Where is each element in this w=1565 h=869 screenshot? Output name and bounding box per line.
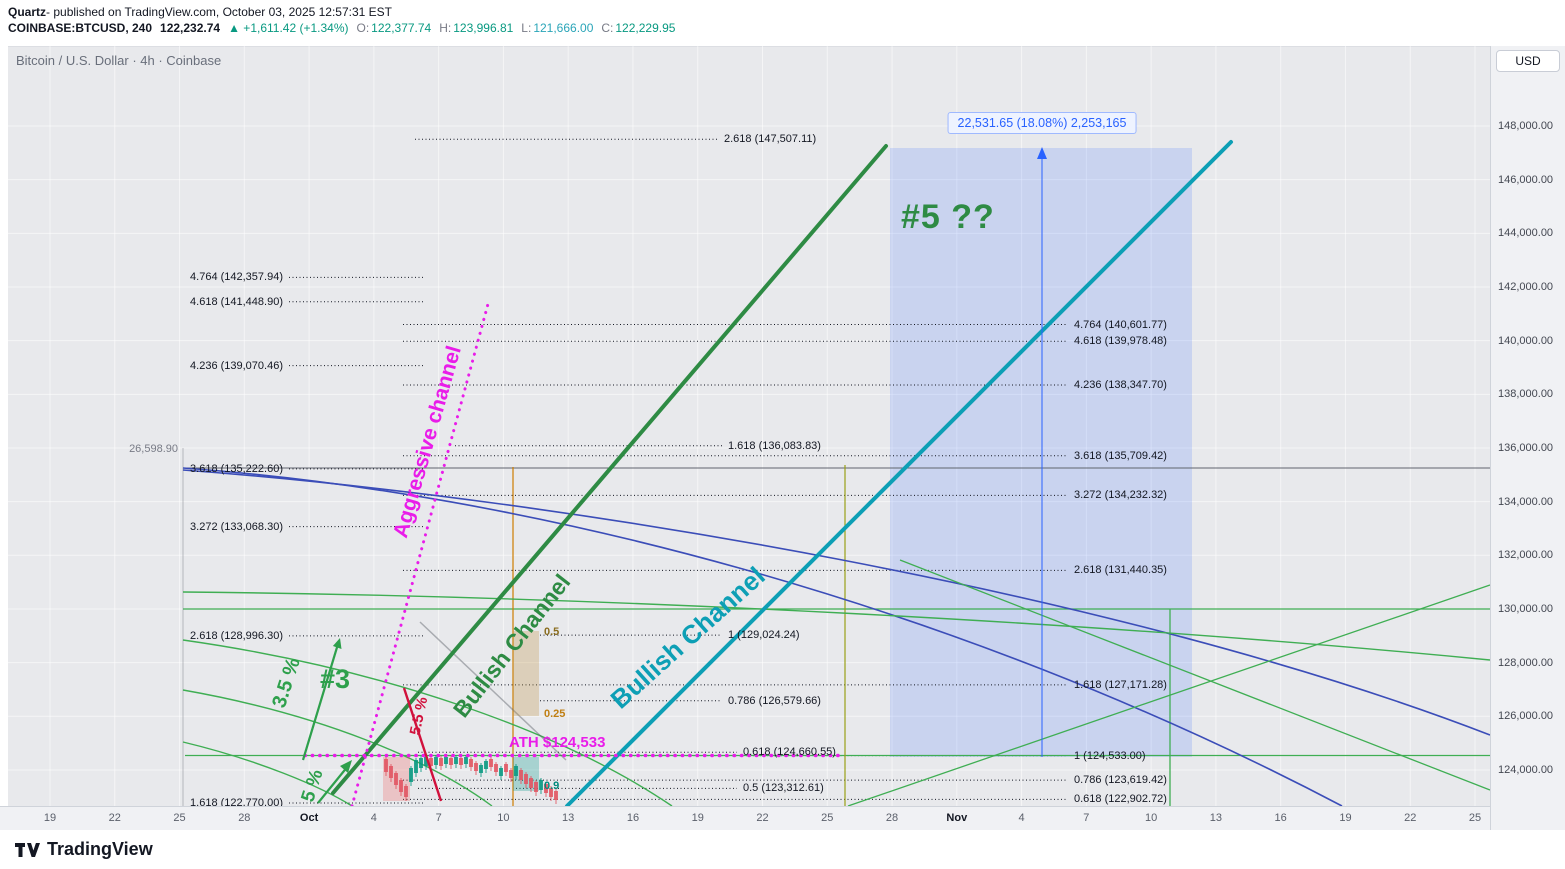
price-axis-tick: 138,000.00 — [1498, 388, 1554, 401]
price-scale[interactable]: USD 148,000.00 146,000.00 144,000.00 142,00… — [1490, 46, 1565, 830]
open-value: 122,377.74 — [371, 21, 432, 35]
time-axis-tick: 22 — [756, 812, 769, 824]
currency-button[interactable]: USD — [1496, 50, 1560, 72]
price-axis-tick: 136,000.00 — [1498, 441, 1554, 454]
close-label: C: — [601, 21, 614, 35]
time-axis-tick: 10 — [1145, 812, 1158, 824]
price-axis-tick: 130,000.00 — [1498, 602, 1554, 615]
price-change: ▲ +1,611.42 (+1.34%) — [228, 21, 349, 35]
price-axis-tick: 132,000.00 — [1498, 549, 1554, 562]
time-axis[interactable]: 19 22 25 28 Oct 4 7 10 13 16 19 22 25 28 Nov 4 7 10 13 16 19… — [0, 806, 1490, 830]
last-price: 122,232.74 — [160, 21, 221, 35]
time-axis-tick: 22 — [108, 812, 121, 824]
price-axis-tick: 144,000.00 — [1498, 227, 1554, 240]
high-label: H: — [439, 21, 452, 35]
time-axis-tick: 25 — [173, 812, 186, 824]
low-label: L: — [521, 21, 532, 35]
low-readout: L: 121,666.00 — [521, 21, 593, 35]
price-axis-tick: 124,000.00 — [1498, 763, 1554, 776]
high-value: 123,996.81 — [453, 21, 514, 35]
time-axis-tick: 25 — [1468, 812, 1482, 824]
price-axis-tick: 126,000.00 — [1498, 710, 1554, 723]
price-axis-tick: 128,000.00 — [1498, 656, 1554, 669]
time-axis-tick: 4 — [1018, 812, 1025, 824]
low-value: 121,666.00 — [533, 21, 594, 35]
time-axis-tick: 7 — [1083, 812, 1090, 824]
time-axis-tick: 13 — [1209, 812, 1223, 824]
time-axis-tick: 13 — [562, 812, 575, 824]
time-axis-tick: 16 — [1274, 812, 1287, 824]
time-axis-tick: 22 — [1404, 812, 1417, 824]
tradingview-wordmark[interactable]: TradingView — [47, 839, 153, 859]
price-axis-tick: 142,000.00 — [1498, 280, 1554, 293]
price-axis-tick: 148,000.00 — [1498, 120, 1554, 132]
tradingview-logo-icon[interactable] — [14, 840, 40, 860]
time-axis-tick: 19 — [691, 812, 704, 824]
high-readout: H: 123,996.81 — [439, 21, 513, 35]
symbol-name[interactable]: COINBASE:BTCUSD, 240 — [8, 21, 153, 35]
close-readout: C: 122,229.95 — [601, 21, 675, 35]
time-axis-tick: Nov — [946, 812, 968, 824]
time-axis-tick: 4 — [370, 812, 377, 824]
time-axis-tick: 16 — [626, 812, 640, 824]
publisher-name: Quartz — [8, 5, 47, 19]
price-axis-tick: 146,000.00 — [1498, 173, 1554, 186]
chart-pane[interactable] — [8, 46, 1490, 806]
symbol-bar: COINBASE:BTCUSD, 240 122,232.74 ▲ +1,611… — [8, 21, 675, 35]
time-axis-tick: 19 — [43, 812, 57, 824]
time-axis-tick: Oct — [299, 812, 319, 824]
time-axis-tick: 28 — [238, 812, 251, 824]
time-axis-tick: 19 — [1339, 812, 1352, 824]
footer: TradingView — [0, 830, 1565, 869]
time-axis-tick: 10 — [497, 812, 510, 824]
open-readout: O: 122,377.74 — [357, 21, 432, 35]
time-axis-tick: 25 — [821, 812, 834, 824]
open-label: O: — [356, 21, 370, 35]
time-axis-tick: 28 — [885, 812, 899, 824]
price-axis-tick: 140,000.00 — [1498, 334, 1554, 347]
publish-bar: Quartz- published on TradingView.com, Oc… — [8, 5, 392, 19]
close-value: 122,229.95 — [615, 21, 676, 35]
publish-info: - published on TradingView.com, October … — [46, 5, 393, 19]
time-axis-tick: 7 — [435, 812, 442, 824]
price-axis-tick: 134,000.00 — [1498, 495, 1554, 508]
